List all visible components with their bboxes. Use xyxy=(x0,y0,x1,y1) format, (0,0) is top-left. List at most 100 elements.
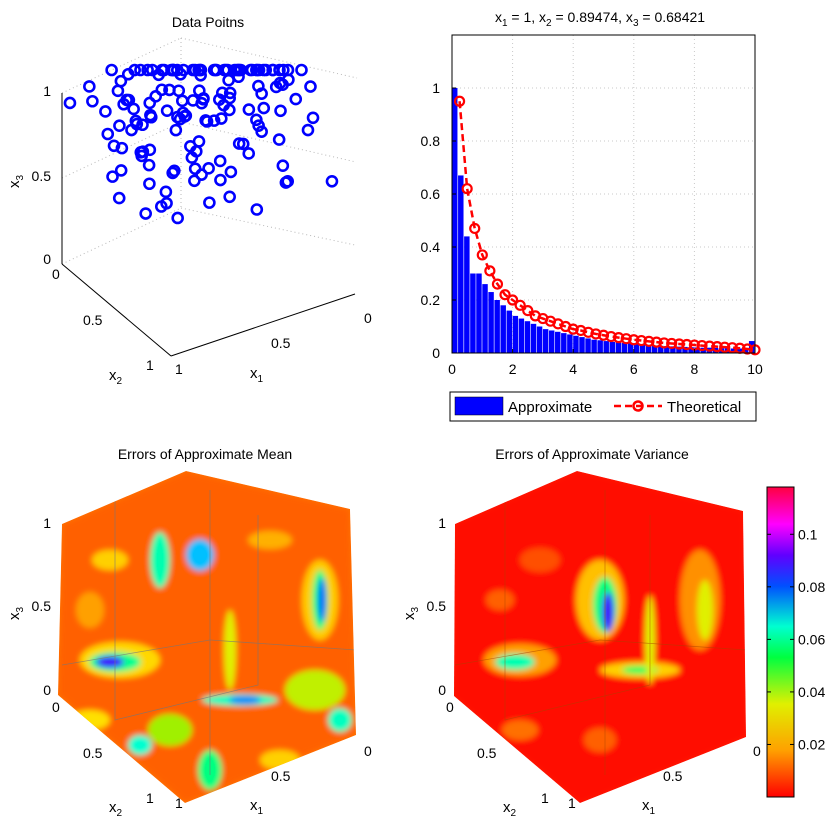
z-tick-1: 1 xyxy=(43,83,51,99)
data-point xyxy=(99,105,112,118)
y-tick-0.5: 0.5 xyxy=(83,312,103,328)
theoretical-point xyxy=(567,323,579,335)
colorbar-tick-label: 0.04 xyxy=(798,684,825,700)
approximate-bar xyxy=(664,346,670,353)
variance-error-panel: Errors of Approximate Variance xyxy=(401,446,825,819)
scatter-title: Data Poitns xyxy=(172,14,244,30)
approximate-bar xyxy=(488,292,494,353)
approximate-bar xyxy=(573,335,579,353)
data-point xyxy=(121,67,135,81)
data-point xyxy=(236,137,250,151)
approximate-bar xyxy=(658,345,664,353)
data-point xyxy=(105,63,118,77)
mean-x-tick-0.5: 0.5 xyxy=(271,768,291,784)
legend-approximate-swatch xyxy=(454,396,504,416)
data-point xyxy=(127,102,140,116)
approximate-bar xyxy=(609,341,616,353)
theoretical-point xyxy=(476,249,488,261)
approximate-bar xyxy=(470,273,476,353)
approximate-bar xyxy=(615,342,622,353)
data-point xyxy=(306,111,320,125)
mean-z-tick-0: 0 xyxy=(43,682,51,698)
data-point xyxy=(139,207,152,220)
scatter-ticks: 1 0.5 0 0 0.5 1 1 0.5 0 xyxy=(32,83,372,377)
data-point xyxy=(232,63,246,77)
var-x-tick-1: 1 xyxy=(568,795,576,811)
var-y-tick-0.5: 0.5 xyxy=(477,745,497,761)
data-point xyxy=(276,159,290,173)
y-tick-label: 1 xyxy=(432,80,440,96)
theoretical-point xyxy=(453,95,466,107)
data-point xyxy=(175,94,189,108)
data-point xyxy=(200,115,214,128)
x-tick-label: 2 xyxy=(509,361,517,377)
y-tick-label: 0.6 xyxy=(421,186,441,202)
data-point xyxy=(279,176,293,189)
histogram-ticks: 0 2 4 6 8 10 0 0.2 0.4 0.6 0.8 1 xyxy=(421,80,763,377)
data-point xyxy=(129,114,143,128)
approximate-bar xyxy=(603,341,609,353)
data-point xyxy=(193,84,206,98)
approximate-bar xyxy=(730,348,737,353)
x-tick-0.5: 0.5 xyxy=(271,335,291,351)
approximate-bar xyxy=(742,348,749,353)
theoretical-point xyxy=(681,338,693,351)
z-tick-0: 0 xyxy=(43,251,51,267)
variance-ylabel: x2 xyxy=(503,799,517,819)
data-point xyxy=(173,112,187,126)
theoretical-point xyxy=(635,334,647,347)
data-point xyxy=(325,174,339,188)
y-tick-label: 0 xyxy=(432,345,440,361)
colorbar-tick-label: 0.08 xyxy=(798,579,825,595)
theoretical-point xyxy=(719,341,731,353)
approximate-bar xyxy=(621,342,628,353)
x-tick-label: 4 xyxy=(569,361,577,377)
approximate-bar xyxy=(597,340,603,353)
data-point xyxy=(143,96,156,110)
approximate-bar xyxy=(579,337,585,353)
approximate-bar xyxy=(530,323,537,353)
data-point xyxy=(114,164,128,177)
data-point xyxy=(223,86,237,100)
approximate-bar xyxy=(591,339,597,353)
theoretical-point xyxy=(491,278,504,290)
data-point xyxy=(136,145,150,158)
data-point xyxy=(213,154,227,168)
theoretical-point xyxy=(696,339,708,352)
data-point xyxy=(223,103,236,117)
approximate-bar xyxy=(555,331,561,353)
approximate-bar xyxy=(518,318,525,353)
theoretical-point xyxy=(484,265,496,277)
x-tick-label: 6 xyxy=(630,361,638,377)
mean-x-tick-0: 0 xyxy=(364,743,372,759)
mean-error-slices xyxy=(58,471,356,803)
approximate-bar xyxy=(542,329,549,353)
approximate-bar xyxy=(512,315,519,353)
mean-z-tick-1: 1 xyxy=(43,515,51,531)
variance-xlabel: x1 xyxy=(642,797,656,817)
data-point xyxy=(222,73,235,87)
var-z-tick-1: 1 xyxy=(438,515,446,531)
mean-y-tick-0: 0 xyxy=(52,699,60,715)
theoretical-point xyxy=(590,328,602,340)
data-point xyxy=(86,94,99,108)
y-tick-label: 0.2 xyxy=(421,292,441,308)
mean-x-tick-1: 1 xyxy=(175,795,183,811)
x-tick-1: 1 xyxy=(175,361,183,377)
approximate-bar xyxy=(736,348,743,353)
scatter-panel: Data Poitns 1 0.5 0 0 0.5 1 1 0.5 0 x3 x… xyxy=(6,14,372,387)
data-point xyxy=(134,63,147,77)
data-point xyxy=(207,114,221,127)
approximate-bar xyxy=(651,345,658,353)
colorbar xyxy=(766,486,795,798)
data-point xyxy=(217,63,231,77)
data-point xyxy=(107,139,121,153)
data-point xyxy=(194,68,207,82)
y-tick-label: 0.4 xyxy=(421,239,441,255)
theoretical-point xyxy=(514,299,526,311)
scatter-xlabel: x1 xyxy=(250,365,264,385)
data-point xyxy=(301,123,315,137)
theoretical-point xyxy=(499,289,511,301)
approximate-bar xyxy=(458,175,464,353)
mean-zlabel: x3 xyxy=(6,607,26,621)
